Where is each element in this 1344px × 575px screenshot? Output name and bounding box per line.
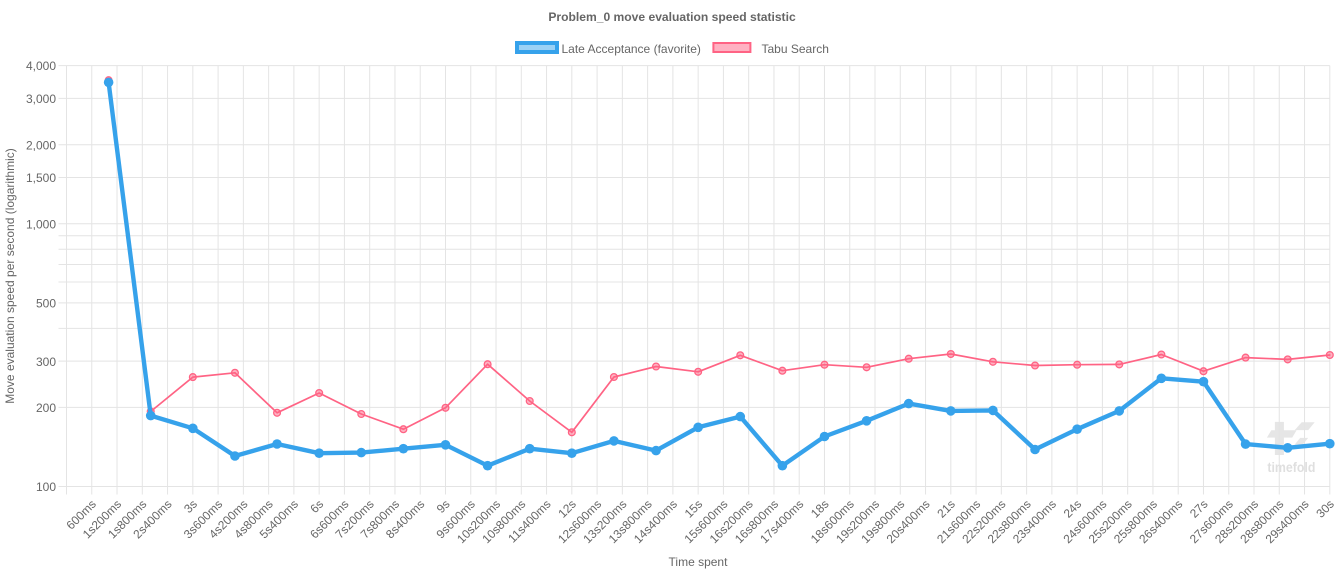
svg-text:Late Acceptance (favorite): Late Acceptance (favorite)	[562, 42, 701, 56]
svg-text:Move evaluation speed per seco: Move evaluation speed per second (logari…	[3, 148, 17, 403]
svg-text:Time spent: Time spent	[669, 555, 729, 569]
svg-text:4,000: 4,000	[26, 59, 56, 73]
svg-text:timefold: timefold	[1267, 460, 1315, 475]
svg-text:500: 500	[36, 296, 56, 310]
svg-text:2,000: 2,000	[26, 138, 56, 152]
svg-text:1,500: 1,500	[26, 171, 56, 185]
svg-text:200: 200	[36, 401, 56, 415]
svg-text:Tabu Search: Tabu Search	[762, 42, 829, 56]
svg-text:300: 300	[36, 355, 56, 369]
svg-text:1,000: 1,000	[26, 217, 56, 231]
svg-text:100: 100	[36, 480, 56, 494]
svg-text:3,000: 3,000	[26, 92, 56, 106]
svg-text:Problem_0 move evaluation spee: Problem_0 move evaluation speed statisti…	[548, 10, 796, 24]
